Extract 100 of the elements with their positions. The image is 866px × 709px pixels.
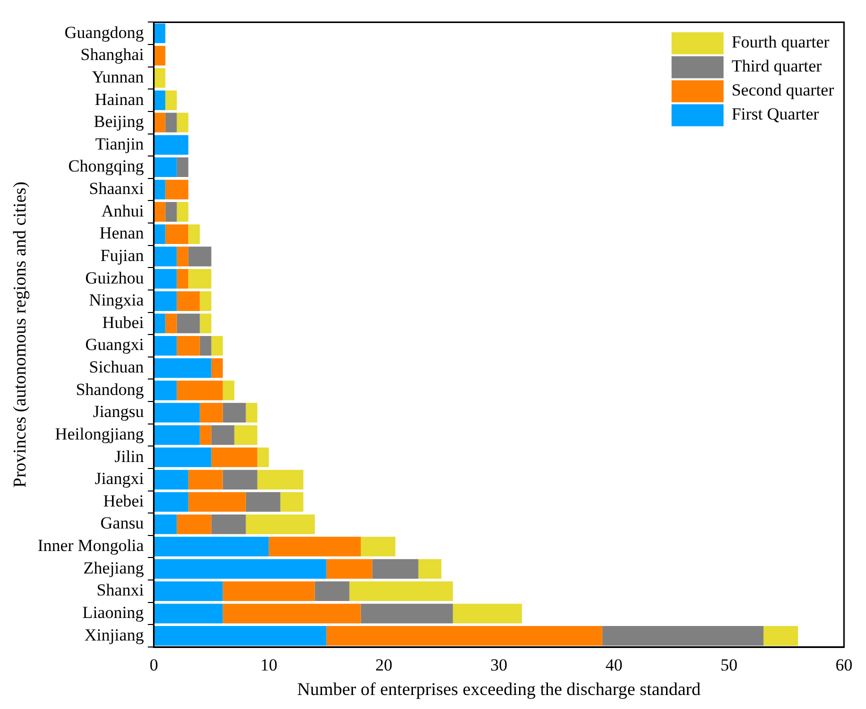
legend-label: Second quarter <box>732 80 834 100</box>
bar <box>176 336 200 356</box>
bar <box>154 68 166 88</box>
y-tick-label: Beijing <box>94 112 144 132</box>
bar <box>418 559 442 579</box>
y-tick-label: Ningxia <box>89 290 144 310</box>
bar <box>176 314 200 334</box>
y-tick-label: Zhejiang <box>83 558 144 578</box>
bar <box>222 402 246 423</box>
bar <box>372 559 418 579</box>
y-tick-label: Guizhou <box>85 268 144 288</box>
bar <box>154 268 177 289</box>
y-tick-label: Fujian <box>100 246 144 265</box>
bar <box>211 425 234 445</box>
bar <box>176 291 200 311</box>
x-tick-label: 10 <box>260 656 278 675</box>
y-tick-label: Yunnan <box>92 67 144 86</box>
bar <box>188 268 212 289</box>
bar <box>280 492 304 512</box>
bar <box>176 112 188 132</box>
y-tick-label: Heilongjiang <box>55 424 144 444</box>
y-tick-label: Jilin <box>114 446 144 466</box>
x-tick-label: 60 <box>836 656 852 675</box>
bar <box>154 157 177 178</box>
bar <box>326 626 602 646</box>
y-tick-label: Gansu <box>100 514 144 533</box>
bar <box>154 559 326 579</box>
bar <box>314 581 350 602</box>
y-tick-label: Chongqing <box>68 156 144 176</box>
bar <box>200 314 212 334</box>
bar <box>154 90 166 110</box>
bar <box>246 402 258 423</box>
bar <box>154 492 188 512</box>
y-tick-label: Hainan <box>94 90 144 109</box>
bar <box>246 514 315 534</box>
bar <box>165 202 177 222</box>
x-tick-label: 0 <box>150 656 158 675</box>
bar <box>222 581 315 602</box>
bar <box>154 425 200 445</box>
bar <box>154 246 177 266</box>
x-tick-label: 30 <box>490 656 508 675</box>
bar <box>188 492 246 512</box>
y-axis-title: Provinces (autonomous regions and cities) <box>10 182 30 488</box>
bar <box>154 358 212 378</box>
y-tick-label: Liaoning <box>82 602 144 622</box>
y-tick-label: Hebei <box>103 491 144 510</box>
bar <box>154 46 166 66</box>
bar <box>360 536 396 556</box>
bar <box>360 604 453 624</box>
y-tick-label: Guangdong <box>64 22 144 42</box>
bar <box>154 402 200 423</box>
bar <box>154 112 166 132</box>
bar <box>165 90 177 110</box>
y-tick-label: Shanghai <box>80 45 144 64</box>
bar <box>165 224 188 244</box>
bar <box>154 291 177 311</box>
bar <box>211 358 223 378</box>
bar <box>176 514 212 534</box>
bar <box>154 202 166 222</box>
y-tick-label: Sichuan <box>89 358 144 377</box>
bar <box>200 291 212 311</box>
bar <box>211 448 258 468</box>
y-tick-label: Jiangsu <box>92 402 144 422</box>
bar <box>154 224 166 244</box>
bar <box>154 470 188 490</box>
y-tick-label: Xinjiang <box>84 625 144 644</box>
x-tick-label: 20 <box>375 656 392 675</box>
legend-label: Fourth quarter <box>732 32 830 52</box>
bar <box>154 314 166 334</box>
bar <box>257 448 269 468</box>
bar <box>200 425 212 445</box>
y-tick-label: Tianjin <box>95 134 144 154</box>
bar <box>176 268 188 289</box>
bar <box>154 336 177 356</box>
bar <box>452 604 522 624</box>
bar <box>165 112 177 132</box>
bar <box>154 581 223 602</box>
bar <box>176 157 188 178</box>
bar <box>165 314 177 334</box>
bar <box>222 470 258 490</box>
bar <box>165 180 188 200</box>
bar <box>246 492 280 512</box>
bar <box>326 559 372 579</box>
y-tick-label: Shandong <box>76 380 144 399</box>
bar <box>176 380 223 400</box>
y-tick-label: Jiangxi <box>94 469 144 488</box>
bar <box>268 536 361 556</box>
bar <box>154 135 188 155</box>
bar <box>200 402 223 423</box>
bar <box>257 470 304 490</box>
bar <box>211 336 223 356</box>
bar <box>176 202 188 222</box>
x-axis-title: Number of enterprises exceeding the discharge standard <box>297 678 701 699</box>
bar <box>234 425 258 445</box>
bar <box>154 380 177 400</box>
bar <box>188 470 223 490</box>
bar <box>188 224 200 244</box>
legend-label: First Quarter <box>732 104 820 124</box>
bar <box>176 246 188 266</box>
y-tick-label: Shanxi <box>96 580 144 600</box>
